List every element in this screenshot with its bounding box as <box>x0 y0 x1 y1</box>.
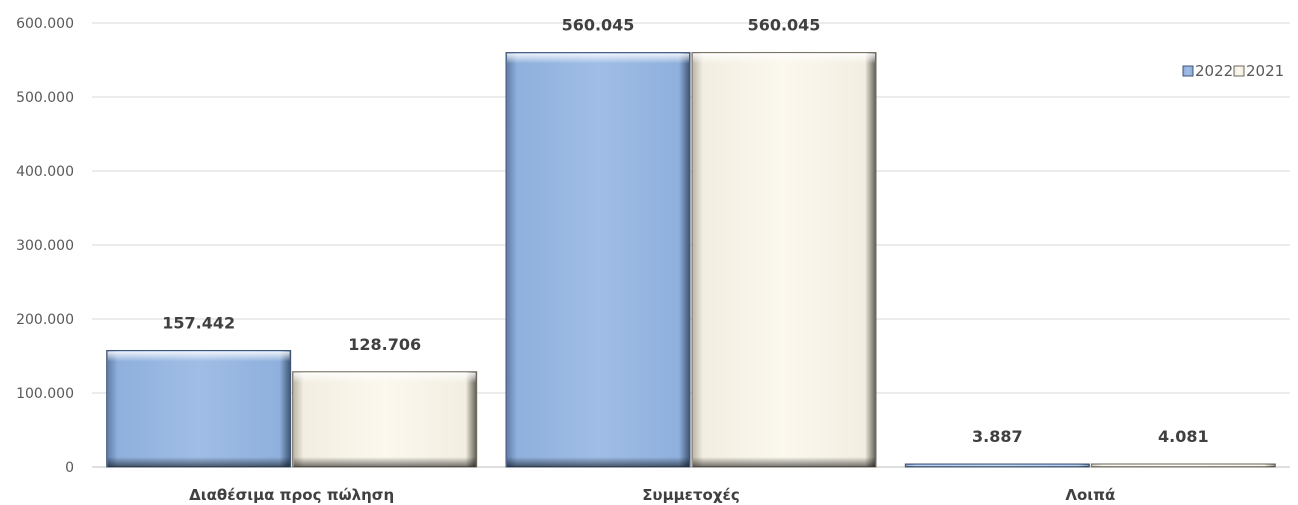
bar-2022-2 <box>505 52 691 468</box>
x-category-label: Διαθέσιμα προς πώληση <box>189 486 394 504</box>
data-label: 4.081 <box>1158 427 1209 446</box>
bar-body <box>292 371 478 468</box>
legend-swatch <box>1233 65 1245 77</box>
bar-body <box>106 349 292 468</box>
bar-2022-3 <box>904 463 1090 468</box>
bar-top-highlight <box>693 53 875 64</box>
data-label: 560.045 <box>748 16 821 35</box>
bar-bottom-shade <box>107 457 290 467</box>
bar-top-highlight <box>906 465 1089 466</box>
y-tick-label: 100.000 <box>16 386 74 402</box>
bar-bottom-shade <box>693 457 875 467</box>
data-label: 128.706 <box>348 335 421 354</box>
bar-bottom-shade <box>293 457 476 467</box>
bar-top-highlight <box>107 351 290 362</box>
bar-body <box>691 52 877 468</box>
bar-top-highlight <box>293 372 476 383</box>
bar-top-highlight <box>507 53 689 64</box>
legend-label: 2021 <box>1246 62 1284 80</box>
y-tick-label: 500.000 <box>16 90 74 106</box>
y-tick-label: 300.000 <box>16 238 74 254</box>
bar-body <box>505 52 691 468</box>
x-category-label: Λοιπά <box>1065 486 1115 504</box>
y-tick-label: 200.000 <box>16 312 74 328</box>
legend-swatch <box>1182 65 1194 77</box>
bar-top-highlight <box>1092 464 1275 466</box>
legend-item-2022: 2022 <box>1182 62 1233 80</box>
bar-2021-3 <box>1090 463 1276 468</box>
data-label: 157.442 <box>162 313 235 332</box>
x-category-label: Συμμετοχές <box>642 486 740 504</box>
bar-2022-1 <box>106 349 292 468</box>
legend-item-2021: 2021 <box>1233 62 1284 80</box>
y-tick-label: 600.000 <box>16 16 74 32</box>
data-label: 560.045 <box>562 16 635 35</box>
bar-2021-1 <box>292 371 478 468</box>
bar-bottom-shade <box>1092 465 1275 467</box>
y-tick-label: 0 <box>65 460 74 476</box>
bar-bottom-shade <box>906 466 1089 467</box>
y-tick-label: 400.000 <box>16 164 74 180</box>
bar-2021-2 <box>691 52 877 468</box>
data-label: 3.887 <box>972 427 1023 446</box>
legend-label: 2022 <box>1195 62 1233 80</box>
bar-bottom-shade <box>507 457 689 467</box>
